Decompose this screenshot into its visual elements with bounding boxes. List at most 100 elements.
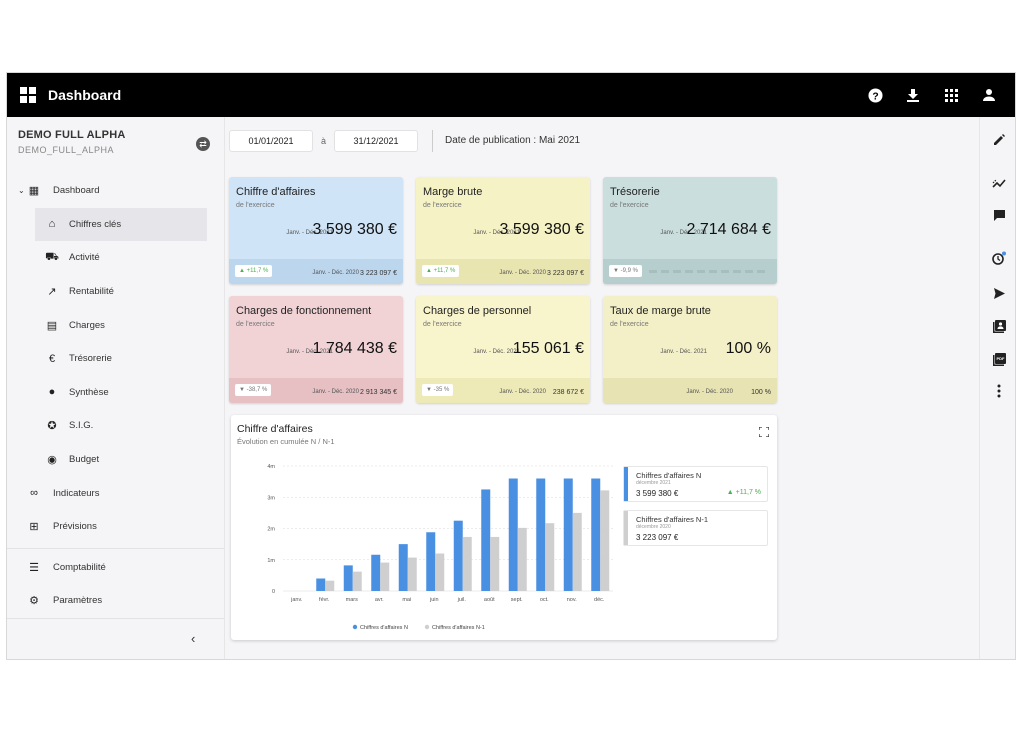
kpi-period: Janv. - Déc. 2021 bbox=[473, 230, 520, 236]
kpi-variation-badge: ▼ -35 % bbox=[422, 384, 454, 396]
euro-icon: € bbox=[48, 352, 56, 365]
bar-n-1 bbox=[545, 523, 555, 591]
bar-n bbox=[563, 478, 573, 591]
expand-chevron-icon[interactable]: ⌄ bbox=[18, 186, 25, 196]
sidebar-item-dashboard[interactable]: ⌄ ▦ Dashboard bbox=[7, 174, 225, 208]
kpi-card[interactable]: Marge brute de l'exercice Janv. - Déc. 202… bbox=[416, 177, 590, 284]
kpi-title: Trésorerie bbox=[610, 186, 660, 198]
sidebar-item-indicateurs[interactable]: ∞ Indicateurs bbox=[7, 476, 225, 510]
kpi-period: Janv. - Déc. 2021 bbox=[286, 230, 333, 236]
summary-series-name: Chiffres d'affaires N bbox=[636, 471, 702, 480]
sidebar-item-previsions[interactable]: ⊞ Prévisions bbox=[7, 510, 225, 544]
collapse-sidebar-icon[interactable]: ‹ bbox=[191, 631, 196, 646]
kpi-previous-value: 100 % bbox=[751, 389, 771, 396]
y-tick-label: 4m bbox=[267, 464, 275, 470]
svg-text:?: ? bbox=[872, 91, 878, 102]
more-vert-icon[interactable] bbox=[991, 383, 1007, 399]
start-date-input[interactable]: 01/01/2021 bbox=[229, 130, 313, 152]
bar-n-1 bbox=[462, 536, 472, 591]
y-tick-label: 3m bbox=[267, 495, 275, 501]
edit-pencil-icon[interactable] bbox=[991, 131, 1007, 147]
home-icon: ⌂ bbox=[48, 218, 56, 231]
sidebar-item-label: Charges bbox=[69, 319, 105, 331]
apps-grid-icon[interactable] bbox=[943, 87, 959, 103]
help-icon[interactable]: ? bbox=[867, 87, 883, 103]
kpi-previous-value: 3 223 097 € bbox=[547, 270, 584, 277]
svg-text:PDF: PDF bbox=[996, 356, 1005, 361]
bar-n bbox=[316, 578, 326, 591]
kpi-value: 3 599 380 € bbox=[499, 221, 584, 238]
sidebar-item-rentabilite[interactable]: ↗ Rentabilité bbox=[7, 275, 225, 309]
bar-n bbox=[371, 554, 381, 591]
switch-company-icon[interactable]: ⇄ bbox=[196, 137, 210, 151]
sidebar-item-synthese[interactable]: ● Synthèse bbox=[7, 376, 225, 410]
download-icon[interactable] bbox=[905, 87, 921, 103]
sidebar-item-chiffres-cles[interactable]: ⌂ Chiffres clés bbox=[35, 207, 207, 242]
sidebar-item-label: Budget bbox=[69, 454, 100, 466]
kpi-period: Janv. - Déc. 2021 bbox=[660, 230, 707, 236]
sidebar-item-label: Comptabilité bbox=[53, 561, 106, 573]
x-tick-label: mars bbox=[346, 597, 358, 603]
bar-n bbox=[481, 489, 491, 591]
fullscreen-icon[interactable] bbox=[758, 424, 770, 438]
publication-date: Date de publication : Mai 2021 bbox=[432, 130, 580, 152]
end-date-input[interactable]: 31/12/2021 bbox=[334, 130, 419, 152]
company-code: DEMO_FULL_ALPHA bbox=[18, 145, 115, 155]
bar-n-1 bbox=[600, 490, 610, 591]
sidebar-item-charges[interactable]: ▤ Charges bbox=[7, 308, 225, 342]
kpi-variation-badge: ▼ -38,7 % bbox=[235, 384, 272, 396]
sidebar-item-s-i-g-[interactable]: ✪ S.I.G. bbox=[7, 409, 225, 443]
bar-n-1 bbox=[435, 553, 445, 591]
bar-n bbox=[426, 532, 436, 591]
kpi-period: Janv. - Déc. 2021 bbox=[286, 349, 333, 355]
user-icon[interactable] bbox=[981, 87, 997, 103]
kpi-card[interactable]: Chiffre d'affaires de l'exercice Janv. - D… bbox=[229, 177, 403, 284]
sidebar-item-label: Paramètres bbox=[53, 595, 103, 607]
kpi-card[interactable]: Charges de fonctionnement de l'exercice Ja… bbox=[229, 296, 403, 403]
send-icon[interactable] bbox=[991, 285, 1007, 301]
dashboard-logo-icon bbox=[20, 87, 36, 103]
history-icon[interactable] bbox=[991, 251, 1007, 267]
x-tick-label: mai bbox=[402, 597, 411, 603]
company-name: DEMO FULL ALPHA bbox=[18, 129, 126, 141]
kpi-subtitle: de l'exercice bbox=[423, 202, 462, 209]
bar-n-1 bbox=[517, 527, 527, 591]
sidebar-item-budget[interactable]: ◉ Budget bbox=[7, 443, 225, 477]
kpi-title: Taux de marge brute bbox=[610, 305, 711, 317]
bar-n-1 bbox=[325, 580, 335, 591]
bar-n-1 bbox=[490, 536, 500, 591]
kpi-previous-period: Janv. - Déc. 2020 bbox=[312, 389, 359, 395]
bar-n bbox=[536, 478, 546, 591]
kpi-card[interactable]: Taux de marge brute de l'exercice Janv. - … bbox=[603, 296, 777, 403]
kpi-card[interactable]: Trésorerie de l'exercice Janv. - Déc. 2021… bbox=[603, 177, 777, 284]
x-tick-label: août bbox=[484, 597, 495, 603]
revenue-chart-card: Chiffre d'affaires Évolution en cumulée … bbox=[231, 415, 777, 640]
kpi-period: Janv. - Déc. 2021 bbox=[660, 349, 707, 355]
app-window: Dashboard ? DEMO FULL ALPHA DEMO_FULL_AL… bbox=[6, 72, 1016, 660]
sidebar-item-comptabilite[interactable]: ☰ Comptabilité bbox=[7, 551, 225, 585]
kpi-value: 100 % bbox=[725, 340, 771, 357]
list-icon: ☰ bbox=[29, 561, 39, 574]
nav-divider bbox=[7, 617, 225, 619]
sidebar-item-tresorerie[interactable]: € Trésorerie bbox=[7, 342, 225, 376]
comment-icon[interactable] bbox=[991, 207, 1007, 223]
kpi-value: 2 714 684 € bbox=[686, 221, 771, 238]
kpi-card[interactable]: Charges de personnel de l'exercice Janv. -… bbox=[416, 296, 590, 403]
bar-n bbox=[343, 565, 353, 591]
pdf-icon[interactable]: PDF bbox=[991, 351, 1007, 367]
sidebar-item-parametres[interactable]: ⚙ Paramètres bbox=[7, 584, 225, 618]
bar-n bbox=[453, 520, 463, 591]
sidebar-item-label: Prévisions bbox=[53, 521, 97, 533]
kpi-previous-period: Janv. - Déc. 2020 bbox=[499, 270, 546, 276]
report-book-icon[interactable] bbox=[991, 318, 1007, 334]
dashboard-icon: ▦ bbox=[28, 185, 40, 198]
summary-period: décembre 2021 bbox=[636, 480, 671, 486]
kpi-value: 1 784 438 € bbox=[312, 340, 397, 357]
sidebar-item-activite[interactable]: ⛟ Activité bbox=[7, 241, 225, 275]
sidebar-nav: ⌄ ▦ Dashboard ⌂ Chiffres clés ⛟ Activité ↗ Renta… bbox=[7, 174, 225, 619]
analytics-icon[interactable] bbox=[991, 175, 1007, 191]
trending-icon: ↗ bbox=[47, 286, 57, 299]
chart-title: Chiffre d'affaires bbox=[237, 423, 313, 435]
bar-n-1 bbox=[572, 512, 582, 591]
